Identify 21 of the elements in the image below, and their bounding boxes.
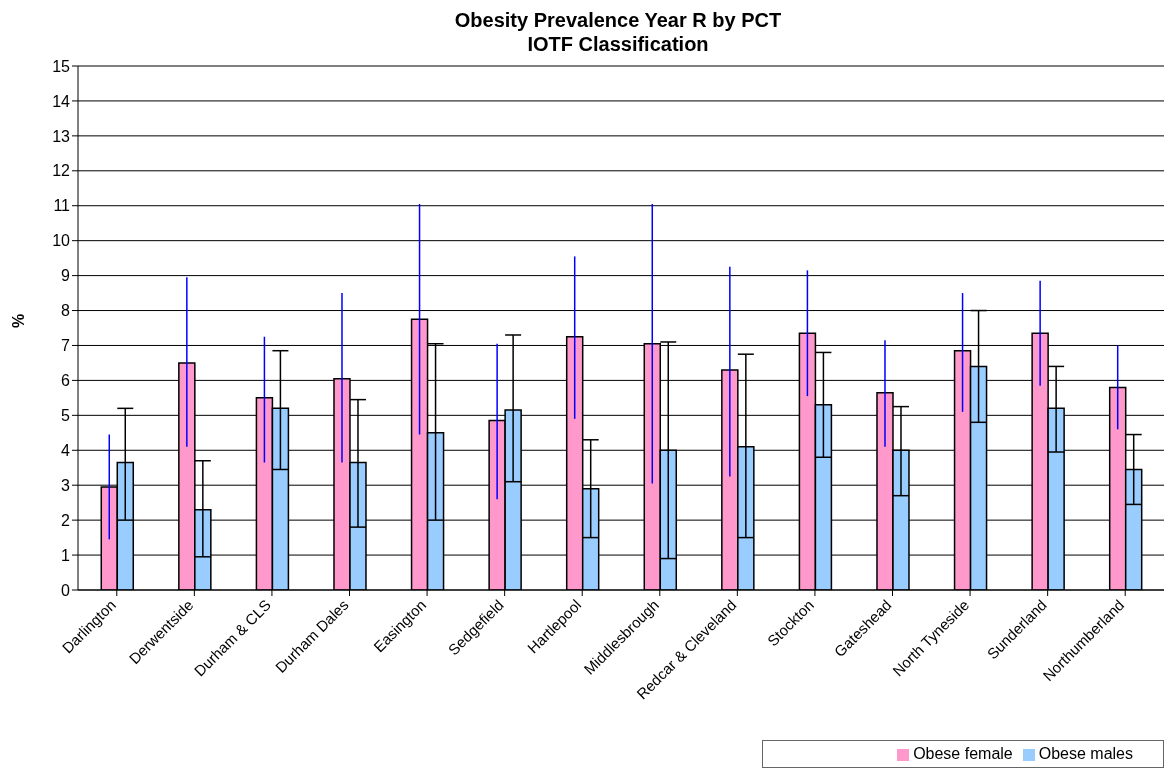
y-tick-label: 11 (53, 197, 71, 215)
y-tick-label: 6 (61, 372, 71, 390)
y-tick-label: 1 (61, 546, 71, 564)
y-tick-label: 2 (61, 511, 71, 529)
y-axis-title: % (9, 313, 27, 328)
chart-subtitle: IOTF Classification (526, 32, 710, 56)
y-tick-label: 10 (52, 232, 71, 250)
y-tick-label: 0 (61, 581, 71, 599)
y-tick-label: 5 (61, 407, 71, 425)
y-tick-label: 13 (52, 127, 71, 145)
y-tick-label: 14 (52, 92, 71, 110)
legend-label: Obese female (913, 745, 1013, 762)
y-tick-label: 15 (52, 57, 71, 75)
y-tick-label: 4 (61, 441, 71, 459)
legend-label: Obese males (1038, 745, 1133, 762)
chart-title: Obesity Prevalence Year R by PCT (453, 8, 783, 32)
y-tick-label: 3 (61, 476, 71, 494)
y-tick-label: 9 (61, 267, 71, 285)
y-tick-label: 7 (61, 337, 71, 355)
y-tick-label: 12 (52, 162, 71, 180)
y-tick-label: 8 (61, 302, 71, 320)
